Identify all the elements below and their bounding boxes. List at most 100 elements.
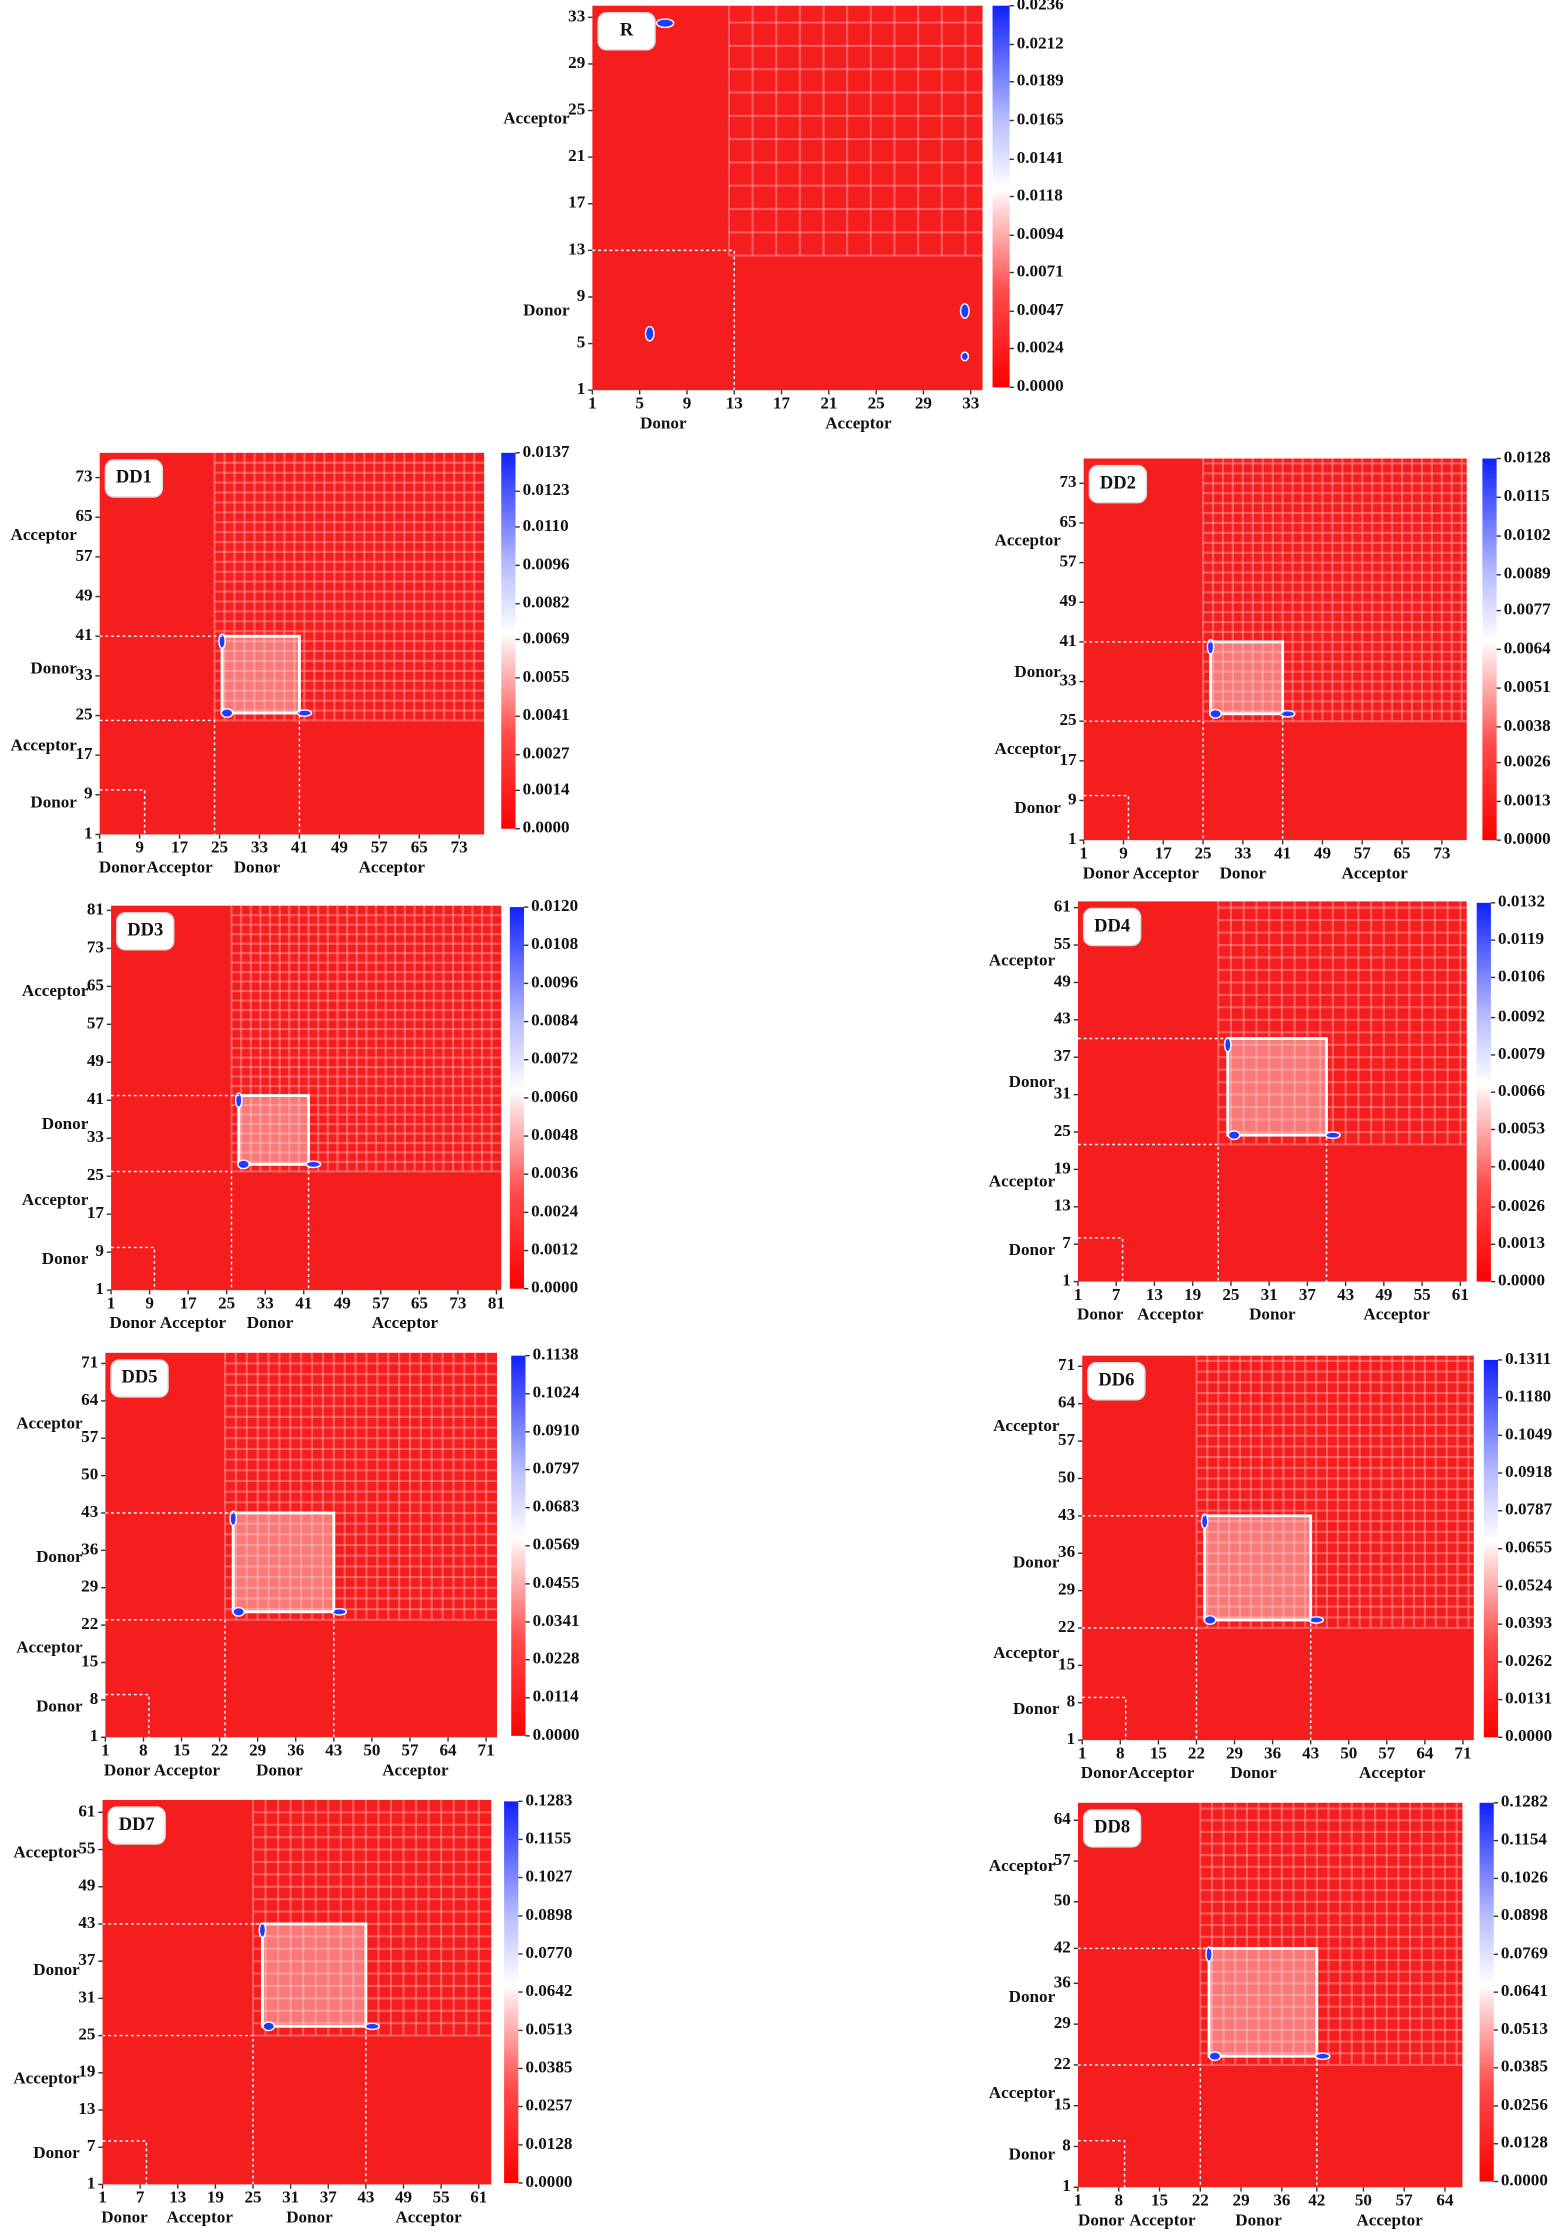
x-region-label: Donor: [247, 1313, 294, 1332]
hot-spot: [1325, 1131, 1341, 1139]
y-tick-label: 19: [78, 2062, 95, 2081]
colorbar-tick-label: 0.1026: [1501, 1867, 1548, 1886]
region-boundary: [1082, 1515, 1312, 1741]
x-tick-label: 25: [218, 1293, 235, 1312]
panel-label: DD1: [116, 468, 152, 488]
x-tick-label: 17: [180, 1293, 198, 1312]
hot-square: [1203, 1514, 1313, 1622]
region-boundary: [1082, 1627, 1198, 1741]
x-region-label: Donor: [1081, 1763, 1128, 1782]
x-region-label: Donor: [1235, 2210, 1282, 2229]
heatmap-panel: DonorDonorAcceptorAcceptorDonorDonorAcce…: [989, 892, 1546, 1324]
colorbar-tick-label: 0.0036: [531, 1163, 578, 1182]
hot-spot: [1223, 1036, 1232, 1053]
heatmap-area: [1077, 901, 1467, 1282]
panel-label-box: [107, 1806, 166, 1845]
colorbar-tick-label: 0.0014: [523, 779, 570, 798]
y-tick-label: 49: [1059, 591, 1076, 610]
x-region-label: Acceptor: [825, 413, 892, 432]
hot-spot: [1203, 1614, 1217, 1625]
x-tick-label: 15: [1151, 2190, 1168, 2209]
colorbar-tick-label: 0.0385: [525, 2057, 572, 2076]
y-tick-label: 64: [81, 1390, 99, 1409]
heatmap-area: [592, 5, 983, 391]
heatmap-area: [102, 1799, 492, 2185]
x-tick-label: 29: [1233, 2190, 1250, 2209]
y-region-label: Donor: [33, 2143, 80, 2162]
hot-square: [220, 634, 301, 715]
x-tick-label: 49: [331, 838, 348, 857]
x-tick-label: 13: [169, 2188, 186, 2207]
hot-spot: [305, 1160, 322, 1169]
colorbar-tick-label: 0.0102: [1504, 525, 1551, 544]
y-region-label: Acceptor: [16, 1638, 83, 1657]
colorbar-tick-label: 0.0524: [1505, 1575, 1552, 1594]
hot-spot: [331, 1607, 348, 1616]
colorbar-tick-label: 0.0787: [1505, 1500, 1552, 1519]
hot-spot: [364, 2022, 380, 2031]
x-tick-label: 1: [588, 393, 597, 412]
colorbar-tick-label: 0.1024: [533, 1383, 580, 1402]
hot-spot: [296, 709, 313, 717]
x-region-label: Acceptor: [167, 2208, 234, 2227]
y-tick-label: 33: [75, 665, 92, 684]
hot-square: [1207, 1946, 1319, 2058]
region-boundary: [1077, 1143, 1219, 1282]
x-region-label: Acceptor: [395, 2208, 462, 2227]
panel-label-box: [1082, 907, 1142, 947]
colorbar: [1476, 902, 1491, 1282]
y-tick-label: 55: [78, 1838, 95, 1857]
colorbar-tick-label: 0.0120: [531, 896, 578, 915]
colorbar-tick-label: 0.0108: [531, 934, 578, 953]
y-tick-label: 41: [87, 1089, 104, 1108]
x-region-label: Acceptor: [372, 1313, 439, 1332]
y-tick-label: 57: [81, 1427, 99, 1446]
x-tick-label: 65: [411, 1293, 428, 1312]
x-region-label: Donor: [256, 1760, 303, 1779]
y-tick-label: 43: [1054, 1009, 1071, 1028]
y-tick-label: 73: [1059, 472, 1076, 491]
y-tick-label: 13: [1054, 1196, 1071, 1215]
heatmap-panel: DonorDonorAcceptorAcceptorDonorDonorAcce…: [16, 1345, 580, 1780]
colorbar-tick-label: 0.0123: [523, 480, 570, 499]
panel-label: DD3: [127, 921, 163, 941]
hot-square: [260, 1922, 368, 2028]
x-tick-label: 1: [1079, 843, 1088, 862]
y-region-label: Acceptor: [989, 2083, 1056, 2102]
colorbar-tick-label: 0.0910: [533, 1421, 580, 1440]
colorbar-tick-label: 0.0082: [523, 593, 570, 612]
x-tick-label: 21: [820, 393, 837, 412]
colorbar-tick-label: 0.0641: [1501, 1981, 1548, 2000]
y-tick-label: 1: [1062, 2176, 1071, 2195]
y-tick-label: 1: [1068, 829, 1077, 848]
region-boundary: [99, 719, 216, 835]
colorbar-tick-label: 0.0026: [1498, 1196, 1545, 1215]
hot-spot: [644, 325, 655, 342]
hot-spot: [960, 351, 970, 362]
x-tick-label: 1: [107, 1293, 116, 1312]
region-boundary: [99, 635, 301, 835]
hot-spot: [220, 708, 234, 719]
colorbar-tick-label: 0.0115: [1504, 486, 1550, 505]
x-tick-label: 8: [1114, 2190, 1123, 2209]
x-tick-label: 19: [207, 2188, 224, 2207]
y-tick-label: 25: [568, 99, 585, 118]
colorbar-tick-label: 0.0084: [531, 1010, 578, 1029]
colorbar-tick-label: 0.0048: [531, 1125, 578, 1144]
colorbar: [504, 1801, 519, 2183]
x-region-label: Acceptor: [1356, 2210, 1423, 2229]
colorbar-tick-label: 0.0072: [531, 1049, 578, 1068]
x-tick-label: 1: [1078, 1743, 1087, 1762]
region-boundary: [1077, 2064, 1202, 2188]
colorbar-tick-label: 0.0000: [531, 1278, 578, 1297]
x-region-label: Acceptor: [1128, 1763, 1195, 1782]
x-tick-label: 43: [1337, 1285, 1354, 1304]
colorbar-tick-label: 0.0041: [523, 705, 570, 724]
x-tick-label: 25: [868, 393, 885, 412]
x-tick-label: 41: [1274, 843, 1291, 862]
y-tick-label: 17: [1059, 750, 1077, 769]
y-tick-label: 64: [1054, 1809, 1072, 1828]
x-tick-label: 8: [1116, 1743, 1125, 1762]
x-tick-label: 36: [1264, 1743, 1282, 1762]
y-tick-label: 57: [87, 1013, 105, 1032]
